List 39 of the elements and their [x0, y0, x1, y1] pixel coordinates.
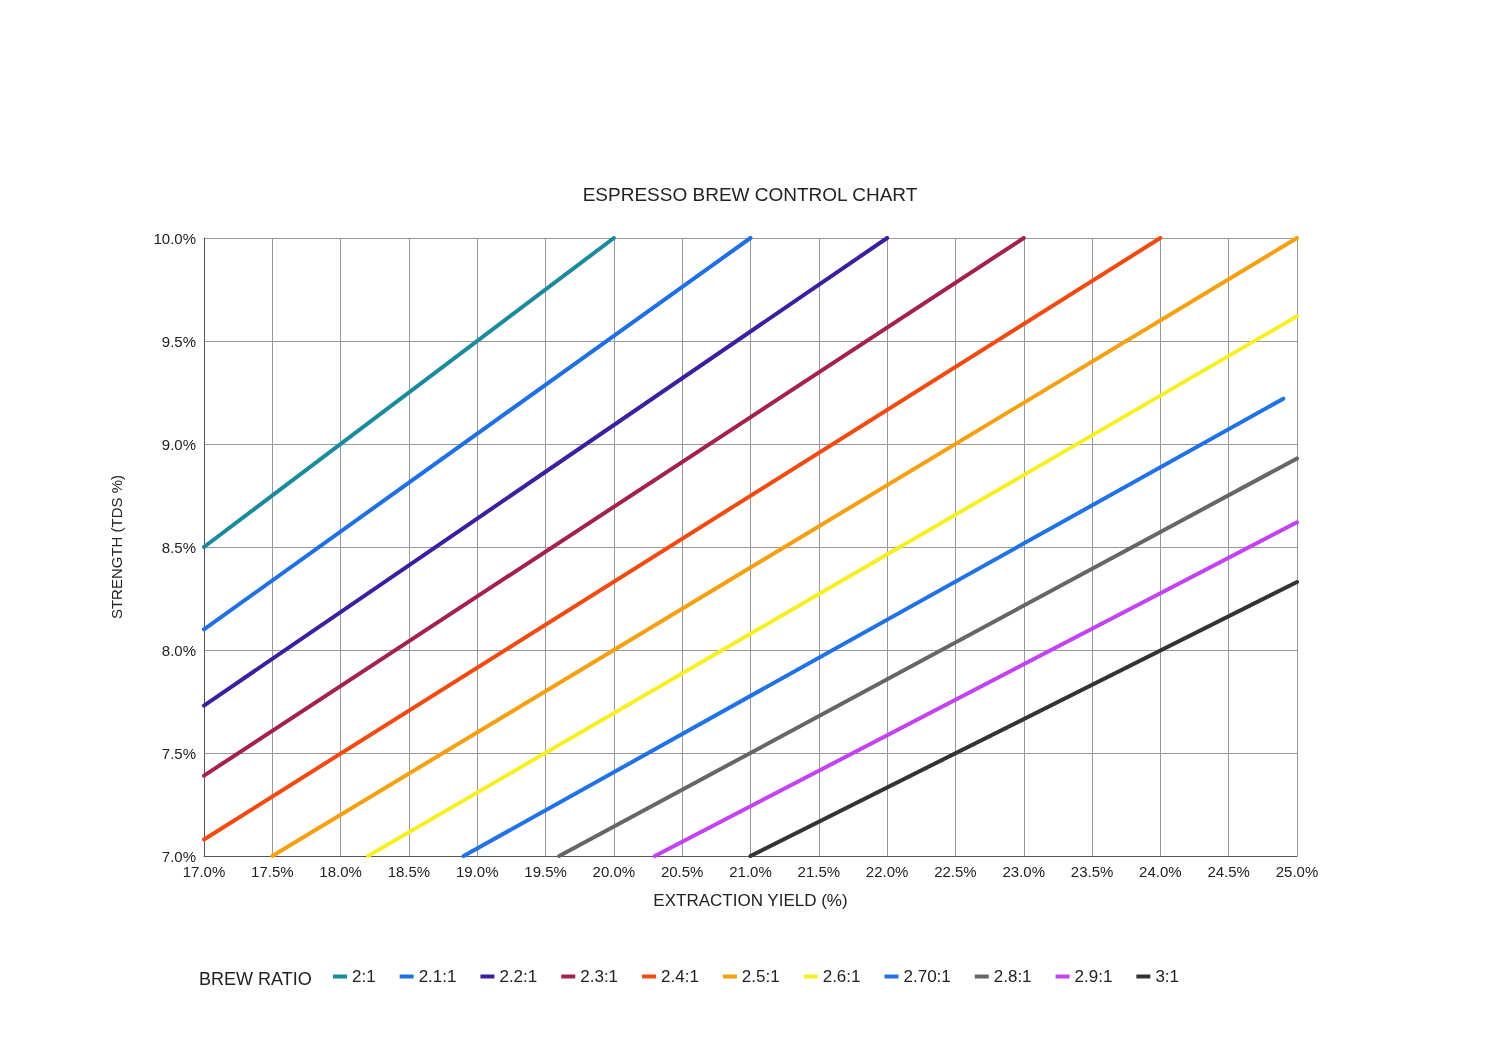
legend-label: 2:1 — [352, 967, 376, 986]
x-tick-label: 17.0% — [182, 863, 226, 880]
legend-label: 2.2:1 — [499, 967, 538, 986]
legend-label: 3:1 — [1155, 967, 1180, 986]
legend-label: 2.9:1 — [1074, 967, 1113, 986]
legend-title: BREW RATIO — [199, 969, 312, 989]
x-tick-label: 24.0% — [1139, 863, 1182, 880]
x-tick-label: 17.5% — [251, 863, 294, 880]
x-tick-label: 19.5% — [524, 863, 567, 880]
legend-label: 2.5:1 — [741, 967, 780, 986]
legend-label: 2.3:1 — [580, 967, 619, 986]
x-axis-title: EXTRACTION YIELD (%) — [653, 891, 848, 910]
legend-label: 2.6:1 — [822, 967, 861, 986]
x-tick-label: 21.5% — [797, 863, 841, 880]
x-tick-label: 20.5% — [660, 863, 704, 880]
x-tick-label: 23.5% — [1070, 863, 1114, 880]
y-tick-label: 8.0% — [161, 641, 196, 659]
y-tick-label: 10.0% — [153, 229, 196, 247]
x-tick-label: 20.0% — [592, 863, 636, 880]
x-tick-label: 25.0% — [1275, 863, 1319, 880]
x-tick-label: 23.0% — [1002, 863, 1046, 880]
y-tick-label: 9.0% — [161, 435, 196, 453]
legend-label: 2.1:1 — [418, 967, 457, 986]
x-tick-label: 22.5% — [934, 863, 977, 880]
y-tick-label: 7.0% — [161, 847, 196, 865]
x-tick-label: 24.5% — [1207, 863, 1250, 880]
chart-title: ESPRESSO BREW CONTROL CHART — [582, 184, 918, 205]
x-tick-label: 18.5% — [387, 863, 431, 880]
x-tick-label: 21.0% — [729, 863, 772, 880]
y-tick-label: 7.5% — [161, 744, 196, 762]
legend-label: 2.8:1 — [993, 967, 1032, 986]
x-tick-label: 22.0% — [865, 863, 909, 880]
y-tick-label: 9.5% — [161, 332, 196, 350]
x-tick-label: 18.0% — [319, 863, 362, 880]
legend-label: 2.70:1 — [903, 967, 951, 986]
y-axis-title: STRENGTH (TDS %) — [108, 474, 125, 620]
x-tick-label: 19.0% — [455, 863, 499, 880]
legend-label: 2.4:1 — [661, 967, 699, 986]
y-tick-label: 8.5% — [161, 538, 196, 556]
